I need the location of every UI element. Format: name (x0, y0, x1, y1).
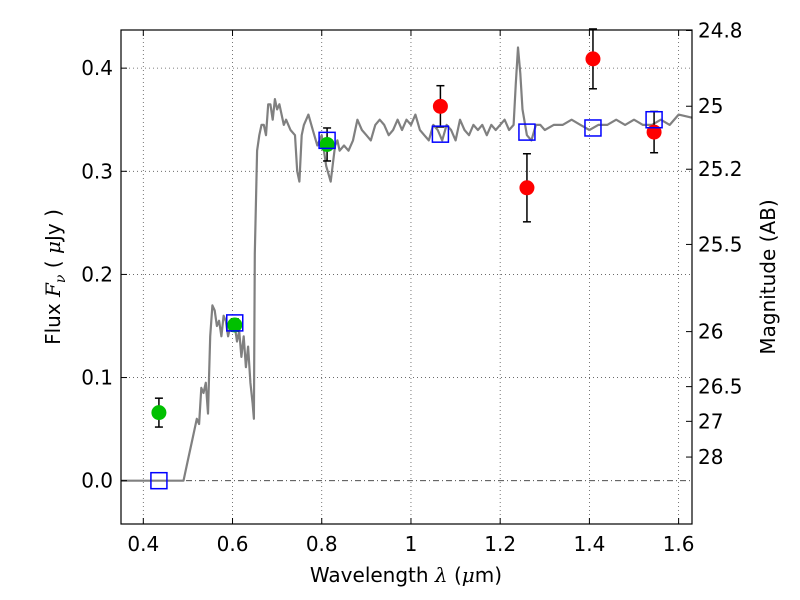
mag-tick-label: 26 (698, 320, 723, 344)
mag-tick-label: 25 (698, 94, 723, 118)
y2-axis-label: Magnitude (AB) (756, 199, 780, 354)
model-photometry-square (518, 123, 536, 141)
x-tick-label: 1 (405, 532, 418, 556)
tick-labels: 0.4 0.6 0.8 1 1.2 1.4 1.6 0.0 0.1 0.2 0.3 0.4 24.8 25… (81, 18, 742, 556)
model-spectrum (121, 46, 693, 482)
y-tick-label: 0.0 (81, 469, 113, 493)
data-points (150, 28, 663, 490)
y-axis-label: Flux Fν ( μJy ) (41, 209, 69, 345)
x-tick-label: 0.4 (127, 532, 159, 556)
mag-tick-label: 25.2 (698, 157, 743, 181)
x-tick-label: 1.6 (663, 532, 695, 556)
grid (121, 30, 692, 524)
x-axis-label: Wavelength λ (μm) (310, 563, 502, 587)
red-data-point (585, 51, 601, 67)
y-tick-label: 0.2 (81, 262, 113, 286)
green-data-point (151, 405, 167, 421)
tick-marks (121, 29, 692, 524)
mag-tick-label: 28 (698, 445, 723, 469)
green-data-point (227, 317, 243, 333)
red-data-point (646, 124, 662, 140)
model-photometry-square (226, 314, 244, 332)
model-photometry-square (318, 131, 336, 150)
mag-tick-label: 26.5 (698, 375, 743, 399)
model-photometry-square (150, 471, 168, 490)
green-data-point (319, 136, 335, 152)
x-tick-label: 0.8 (306, 532, 338, 556)
mag-tick-label: 24.8 (698, 18, 743, 42)
model-photometry-square (645, 110, 663, 129)
y-tick-label: 0.3 (81, 159, 113, 183)
model-photometry-square (431, 125, 450, 143)
x-tick-label: 1.4 (573, 532, 605, 556)
red-data-point (432, 98, 448, 114)
axes-frame (120, 29, 693, 525)
model-photometry-square (584, 119, 602, 137)
y-tick-label: 0.1 (81, 366, 113, 390)
mag-tick-label: 25.5 (698, 232, 743, 256)
model-spectrum-line (121, 46, 693, 482)
red-data-point (519, 180, 535, 196)
y-tick-label: 0.4 (81, 56, 113, 80)
x-tick-label: 0.6 (217, 532, 249, 556)
x-tick-label: 1.2 (484, 532, 516, 556)
mag-tick-label: 27 (698, 409, 723, 433)
